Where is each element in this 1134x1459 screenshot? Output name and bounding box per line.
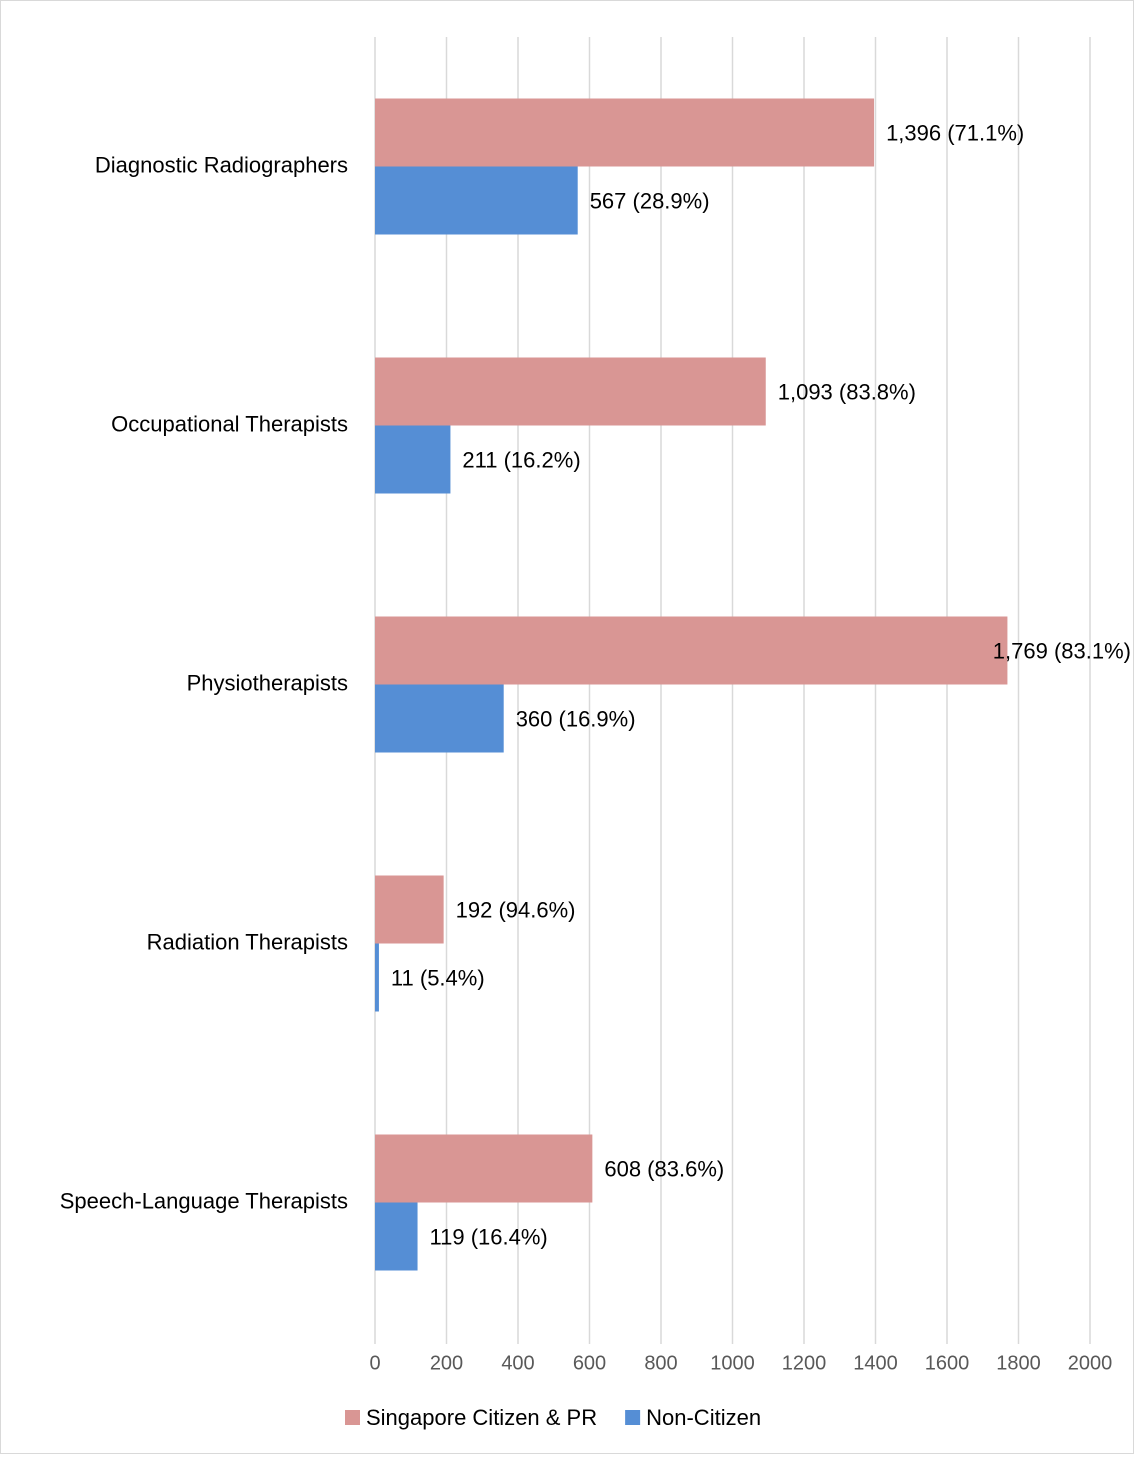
bar: [375, 1134, 593, 1203]
bar: [375, 943, 379, 1012]
data-label: 360 (16.9%): [516, 706, 636, 731]
bar: [375, 875, 444, 944]
x-tick-label: 200: [430, 1352, 463, 1374]
bar: [375, 616, 1008, 685]
y-tick-label: Speech-Language Therapists: [60, 1188, 348, 1213]
data-label: 1,769 (83.1%): [993, 638, 1131, 663]
data-label: 567 (28.9%): [590, 188, 710, 213]
legend-label: Non-Citizen: [646, 1405, 761, 1430]
bar: [375, 98, 875, 167]
legend-swatch: [345, 1410, 360, 1425]
bar: [375, 357, 766, 426]
legend-swatch: [625, 1410, 641, 1425]
bar: [375, 425, 451, 494]
bar: [375, 1202, 418, 1271]
data-label: 1,093 (83.8%): [778, 379, 916, 404]
bar: [375, 684, 504, 753]
x-tick-label: 1800: [996, 1352, 1041, 1374]
x-tick-label: 600: [573, 1352, 606, 1374]
x-tick-label: 0: [369, 1352, 380, 1374]
bar: [375, 166, 578, 235]
y-tick-label: Radiation Therapists: [147, 929, 348, 954]
data-label: 211 (16.2%): [462, 447, 580, 472]
x-tick-label: 400: [501, 1352, 534, 1374]
data-label: 608 (83.6%): [604, 1156, 724, 1181]
y-tick-label: Physiotherapists: [187, 670, 348, 695]
x-tick-label: 800: [644, 1352, 677, 1374]
data-label: 192 (94.6%): [456, 897, 576, 922]
x-tick-label: 1400: [853, 1352, 898, 1374]
x-tick-label: 2000: [1068, 1352, 1113, 1374]
y-tick-label: Diagnostic Radiographers: [95, 152, 348, 177]
data-label: 119 (16.4%): [430, 1224, 548, 1249]
data-label: 1,396 (71.1%): [886, 120, 1024, 145]
data-label: 11 (5.4%): [391, 965, 485, 990]
x-tick-label: 1000: [710, 1352, 755, 1374]
x-tick-label: 1600: [925, 1352, 970, 1374]
y-tick-label: Occupational Therapists: [111, 411, 348, 436]
legend-label: Singapore Citizen & PR: [366, 1405, 597, 1430]
x-tick-label: 1200: [782, 1352, 827, 1374]
